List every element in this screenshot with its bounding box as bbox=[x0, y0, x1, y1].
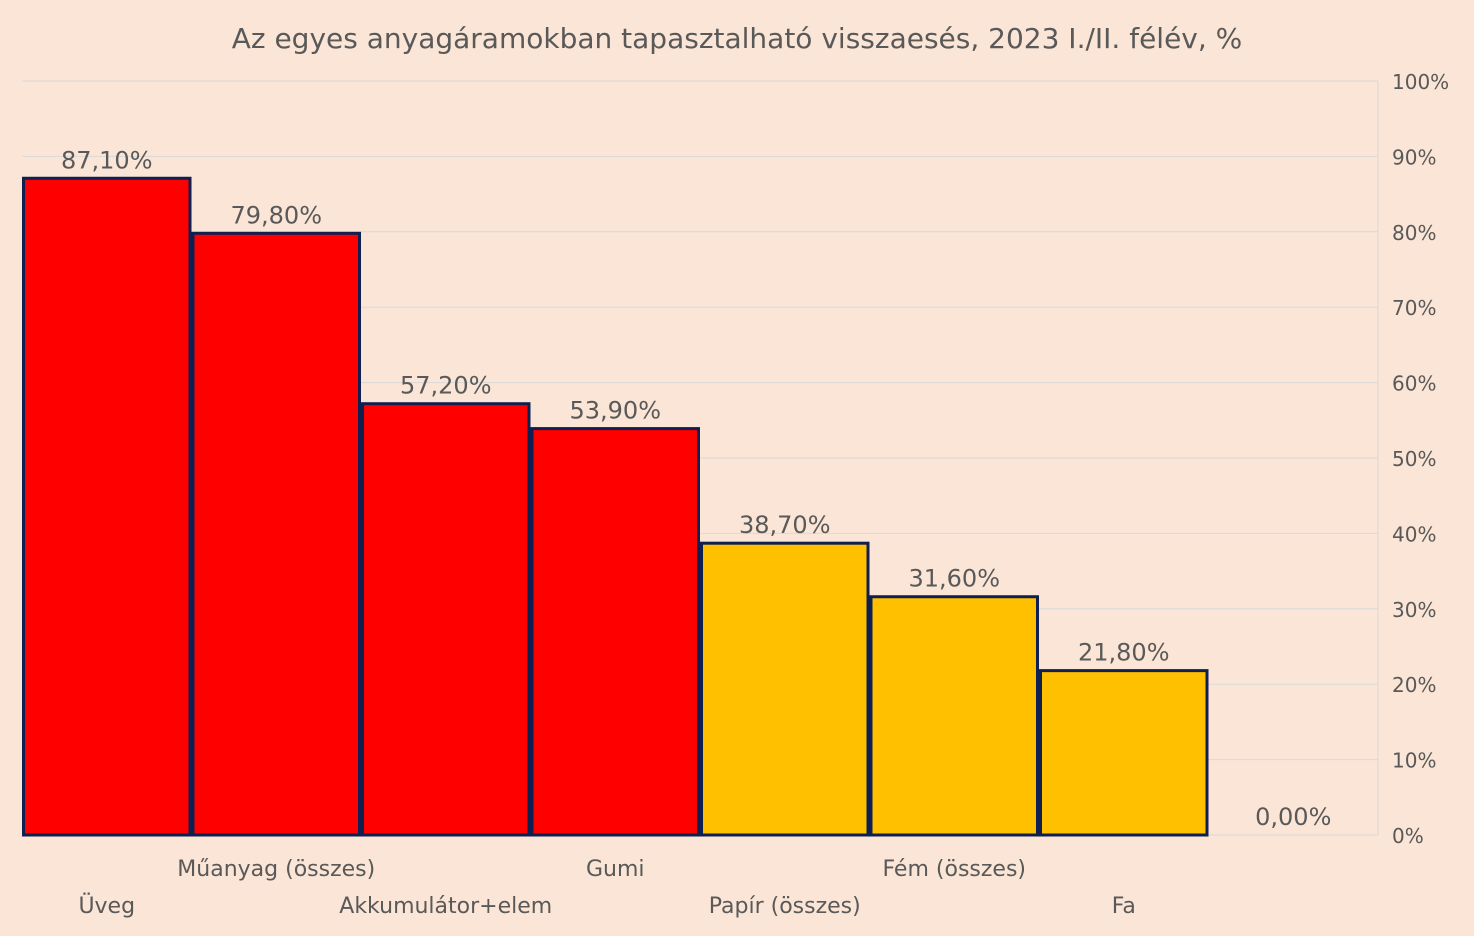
y-tick-label: 10% bbox=[1392, 749, 1436, 773]
data-label: 79,80% bbox=[230, 201, 322, 229]
data-label: 57,20% bbox=[400, 372, 492, 400]
y-tick-label: 0% bbox=[1392, 824, 1424, 848]
y-tick-label: 70% bbox=[1392, 296, 1436, 320]
y-tick-label: 80% bbox=[1392, 221, 1436, 245]
data-label: 31,60% bbox=[908, 565, 1000, 593]
bar bbox=[869, 595, 1039, 837]
data-label: 87,10% bbox=[61, 146, 153, 174]
data-label: 21,80% bbox=[1078, 639, 1170, 667]
data-label: 38,70% bbox=[739, 511, 831, 539]
x-tick-label: Fém (összes) bbox=[882, 857, 1026, 882]
y-tick-label: 60% bbox=[1392, 372, 1436, 396]
bar bbox=[530, 427, 700, 837]
bar bbox=[22, 176, 192, 837]
bar bbox=[700, 541, 870, 837]
y-tick-label: 40% bbox=[1392, 522, 1436, 546]
y-tick-label: 100% bbox=[1392, 70, 1449, 94]
x-tick-label: Műanyag (összes) bbox=[177, 857, 375, 882]
y-tick-label: 90% bbox=[1392, 145, 1436, 169]
x-tick-label: Gumi bbox=[586, 857, 645, 882]
x-tick-label: Fa bbox=[1112, 894, 1136, 919]
x-tick-label: Üveg bbox=[78, 893, 135, 919]
y-tick-label: 30% bbox=[1392, 598, 1436, 622]
chart-title: Az egyes anyagáramokban tapasztalható vi… bbox=[232, 22, 1243, 55]
y-tick-label: 20% bbox=[1392, 673, 1436, 697]
bar bbox=[361, 402, 531, 837]
y-tick-label: 50% bbox=[1392, 447, 1436, 471]
data-label: 53,90% bbox=[569, 397, 661, 425]
x-tick-label: Akkumulátor+elem bbox=[339, 894, 552, 919]
bar bbox=[191, 231, 361, 837]
x-tick-label: Papír (összes) bbox=[709, 894, 861, 919]
bar bbox=[1039, 669, 1209, 837]
data-label: 0,00% bbox=[1255, 803, 1331, 831]
